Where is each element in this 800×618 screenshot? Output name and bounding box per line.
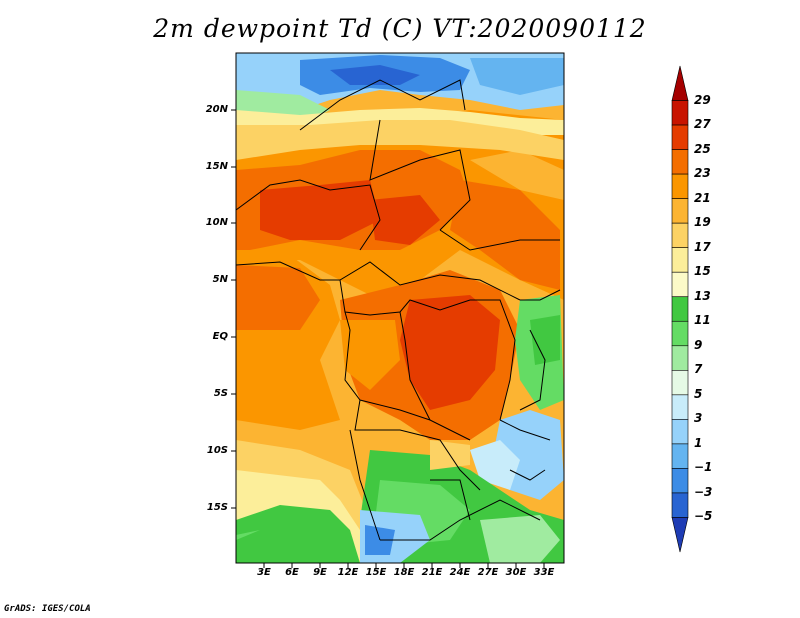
colorbar-label: 25 bbox=[694, 141, 711, 156]
colorbar bbox=[671, 65, 689, 553]
dewpoint-field bbox=[236, 53, 564, 563]
colorbar-segment bbox=[671, 271, 689, 298]
colorbar-label: 23 bbox=[694, 166, 711, 181]
colorbar-segment bbox=[671, 492, 689, 518]
lat-label-5s: 5S bbox=[213, 388, 228, 399]
colorbar-segment bbox=[671, 247, 689, 273]
colorbar-label: 21 bbox=[694, 190, 711, 205]
colorbar-segment bbox=[671, 65, 689, 101]
lat-label-10s: 10S bbox=[206, 445, 228, 456]
colorbar-segment bbox=[671, 394, 689, 420]
lon-label-21e: 21E bbox=[421, 567, 443, 578]
colorbar-segment bbox=[671, 517, 689, 553]
colorbar-label: 3 bbox=[694, 411, 703, 426]
colorbar-segment bbox=[671, 468, 689, 494]
colorbar-label: 9 bbox=[694, 337, 703, 352]
map-frame bbox=[235, 52, 565, 564]
colorbar-label: 17 bbox=[694, 239, 711, 254]
colorbar-segment bbox=[671, 149, 689, 175]
colorbar-segment bbox=[671, 222, 689, 248]
colorbar-label: 15 bbox=[694, 264, 711, 279]
lat-label-15s: 15S bbox=[206, 502, 228, 513]
lat-label-10n: 10N bbox=[205, 217, 228, 228]
colorbar-label: 5 bbox=[694, 386, 703, 401]
colorbar-segment bbox=[671, 100, 689, 126]
axis-ticks bbox=[231, 109, 545, 568]
colorbar-label: 29 bbox=[694, 92, 711, 107]
colorbar-segment bbox=[671, 173, 689, 199]
lon-label-6e: 6E bbox=[285, 567, 299, 578]
lon-label-3e: 3E bbox=[257, 567, 271, 578]
credit-text: GrADS: IGES/COLA bbox=[4, 604, 91, 614]
lon-label-18e: 18E bbox=[393, 567, 415, 578]
colorbar-segment bbox=[671, 320, 689, 347]
colorbar-segment bbox=[671, 419, 689, 445]
colorbar-label: 1 bbox=[694, 435, 703, 450]
colorbar-label: 13 bbox=[694, 288, 711, 303]
colorbar-label: −5 bbox=[694, 509, 713, 524]
colorbar-label: −1 bbox=[694, 460, 713, 475]
colorbar-label: 27 bbox=[694, 117, 711, 132]
lon-label-9e: 9E bbox=[313, 567, 327, 578]
map-title: 2m dewpoint Td (C) VT:2020090112 bbox=[153, 14, 647, 43]
colorbar-segment bbox=[671, 345, 689, 371]
lat-label-eq: EQ bbox=[212, 331, 228, 342]
lat-label-20n: 20N bbox=[205, 104, 228, 115]
lon-label-12e: 12E bbox=[337, 567, 359, 578]
country-borders bbox=[236, 79, 561, 541]
colorbar-label: 7 bbox=[694, 362, 703, 377]
colorbar-segment bbox=[671, 198, 689, 224]
colorbar-segment bbox=[671, 124, 689, 150]
lon-label-15e: 15E bbox=[365, 567, 387, 578]
colorbar-segment bbox=[671, 443, 689, 469]
lon-label-30e: 30E bbox=[505, 567, 527, 578]
lon-label-24e: 24E bbox=[449, 567, 471, 578]
colorbar-segment bbox=[671, 296, 689, 322]
lon-label-27e: 27E bbox=[477, 567, 499, 578]
colorbar-segment bbox=[671, 370, 689, 396]
colorbar-label: 19 bbox=[694, 215, 711, 230]
colorbar-label: 11 bbox=[694, 313, 711, 328]
colorbar-label: −3 bbox=[694, 484, 713, 499]
lon-label-33e: 33E bbox=[533, 567, 555, 578]
lat-label-5n: 5N bbox=[212, 274, 228, 285]
lat-label-15n: 15N bbox=[205, 161, 228, 172]
